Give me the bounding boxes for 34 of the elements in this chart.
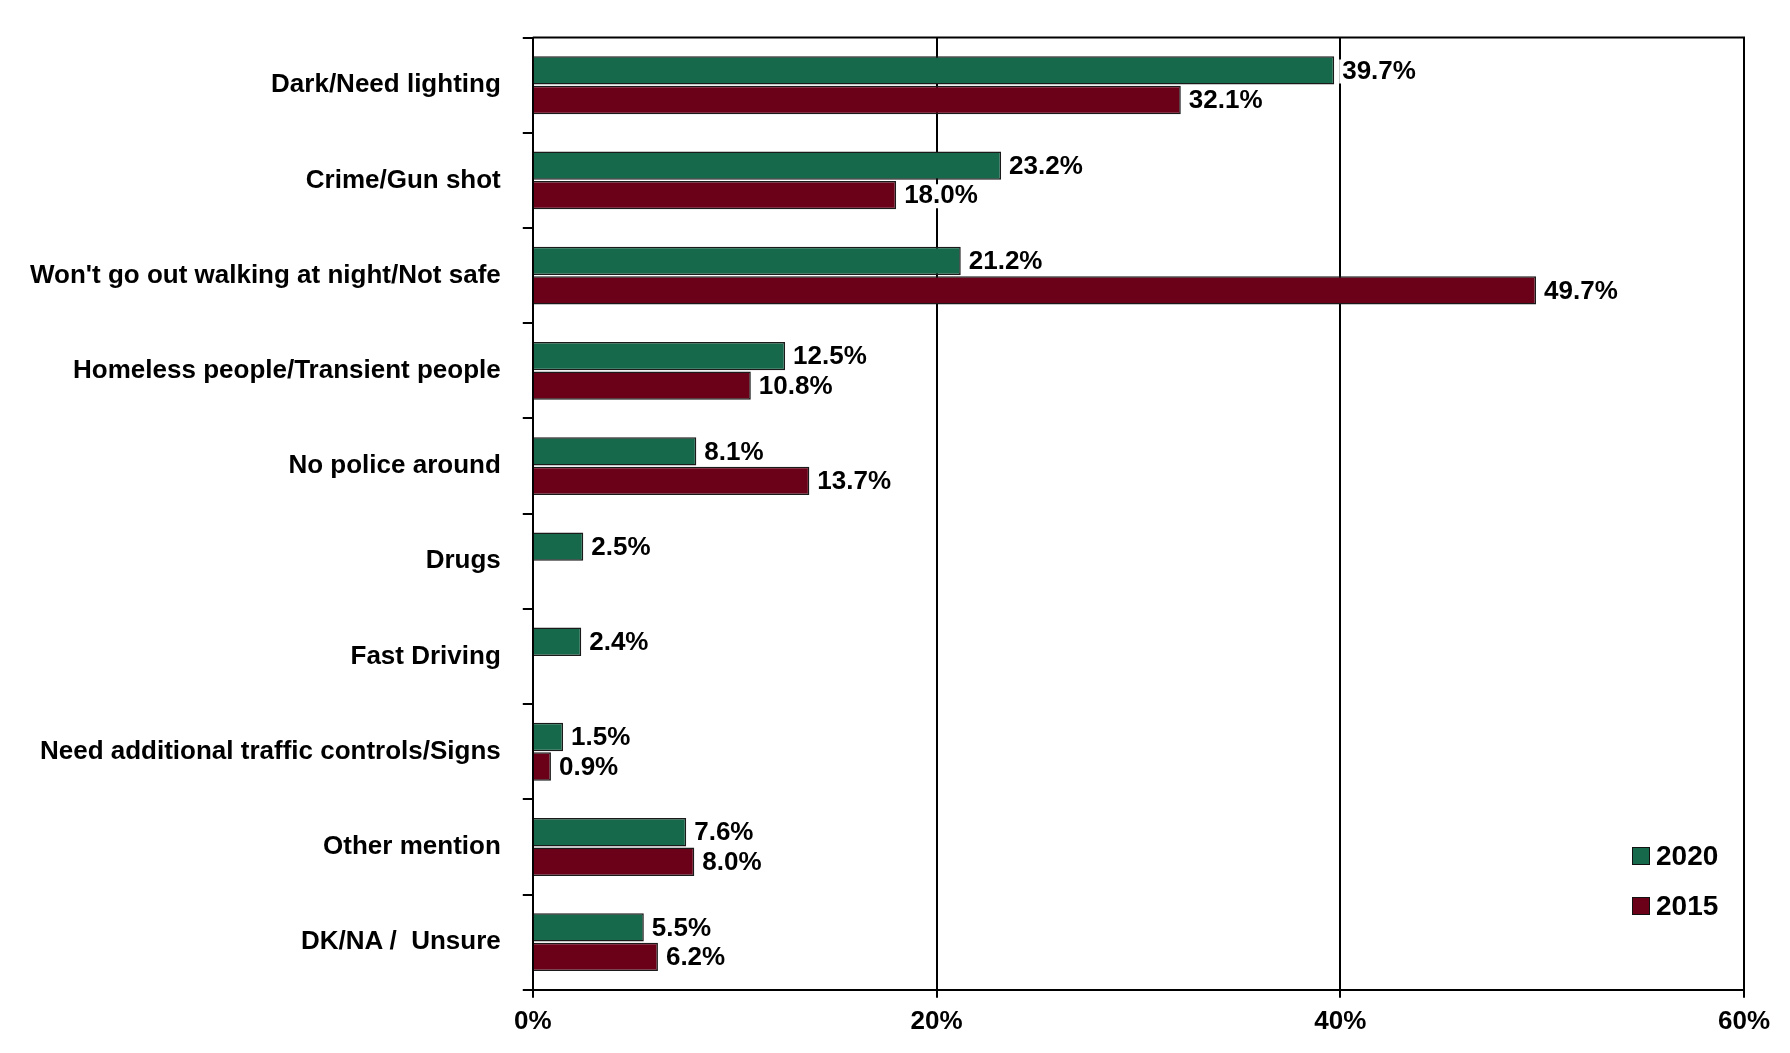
- x-tick-label: 0%: [513, 1004, 552, 1035]
- x-tick-label: 20%: [910, 1004, 963, 1035]
- y-tick-label: Homeless people/Transient people: [73, 354, 501, 385]
- data-label: 5.5%: [651, 911, 712, 942]
- y-tick-label: Need additional traffic controls/Signs: [39, 734, 501, 765]
- data-label: 2.5%: [591, 530, 651, 561]
- y-tick-label: Crime/Gun shot: [305, 163, 502, 194]
- data-label: 32.1%: [1188, 84, 1263, 115]
- legend-label: 2015: [1656, 889, 1719, 922]
- y-tick-label: DK/NA / Unsure: [300, 925, 501, 956]
- data-label: 39.7%: [1342, 54, 1416, 85]
- x-tick-label: 40%: [1314, 1004, 1367, 1035]
- data-label: 2.4%: [589, 625, 649, 656]
- data-label: 0.9%: [558, 750, 619, 781]
- data-label: 8.1%: [704, 435, 764, 466]
- data-label: 23.2%: [1009, 149, 1083, 180]
- data-label: 18.0%: [904, 179, 978, 210]
- data-label: 49.7%: [1544, 274, 1618, 305]
- y-tick-label: Dark/Need lighting: [271, 68, 501, 99]
- y-tick-label: No police around: [288, 449, 501, 480]
- y-tick-label: Fast Driving: [350, 639, 501, 670]
- y-tick-label: Drugs: [425, 544, 501, 575]
- x-tick-label: 60%: [1717, 1004, 1771, 1035]
- data-label: 7.6%: [694, 816, 754, 847]
- data-label: 21.2%: [968, 245, 1043, 276]
- data-label: 8.0%: [702, 845, 762, 876]
- y-tick-label: Won't go out walking at night/Not safe: [30, 258, 501, 289]
- data-label: 10.8%: [758, 369, 833, 400]
- data-label: 6.2%: [665, 941, 726, 972]
- y-tick-label: Other mention: [323, 830, 501, 861]
- data-label: 1.5%: [571, 721, 631, 752]
- legend-label: 2020: [1656, 839, 1719, 872]
- data-label: 12.5%: [793, 340, 867, 371]
- data-label: 13.7%: [817, 465, 892, 496]
